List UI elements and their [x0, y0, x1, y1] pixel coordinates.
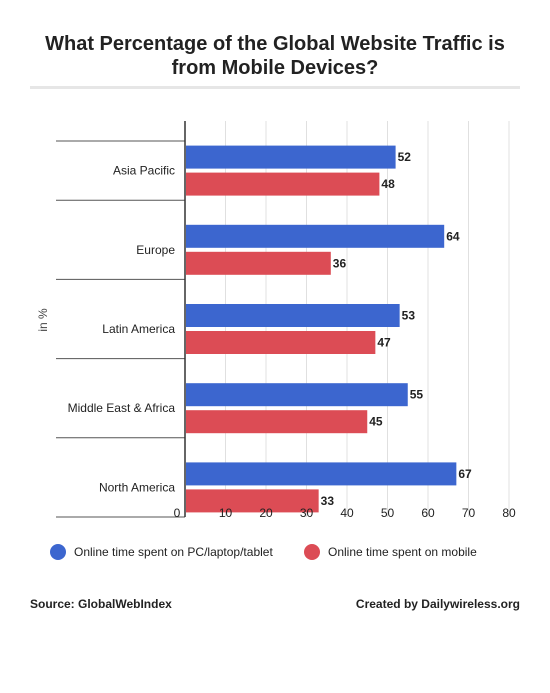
category-label: Latin America — [102, 322, 175, 336]
data-label: 53 — [402, 309, 416, 323]
x-tick-label: 0 — [174, 506, 181, 520]
bar-mobile — [186, 489, 319, 513]
data-label: 52 — [398, 150, 412, 164]
bar-mobile — [186, 331, 376, 354]
bar-mobile — [186, 410, 368, 434]
y-axis-label: in % — [36, 308, 50, 332]
data-label: 33 — [321, 494, 335, 508]
legend-label-mobile: Online time spent on mobile — [328, 545, 477, 559]
footer-source: Source: GlobalWebIndex — [30, 597, 172, 611]
bar-pc — [186, 383, 408, 407]
x-tick-label: 30 — [300, 506, 314, 520]
category-label: North America — [99, 480, 175, 494]
legend-label-pc: Online time spent on PC/laptop/tablet — [74, 545, 273, 559]
footer-credit: Created by Dailywireless.org — [356, 597, 520, 611]
data-label: 45 — [369, 415, 383, 429]
bar-mobile — [186, 172, 380, 196]
legend-marker-pc — [50, 544, 66, 560]
category-label: Middle East & Africa — [68, 401, 176, 415]
data-label: 67 — [458, 467, 472, 481]
chart-title-line-1: What Percentage of the Global Website Tr… — [45, 33, 505, 55]
x-axis-ticks: 0 10 20 30 40 50 60 70 80 — [174, 506, 516, 520]
data-label: 47 — [377, 336, 391, 350]
category-label: Europe — [136, 243, 175, 257]
x-tick-label: 60 — [421, 506, 435, 520]
bar-pc — [186, 224, 445, 248]
x-tick-label: 50 — [381, 506, 395, 520]
data-label: 64 — [446, 229, 460, 243]
x-tick-label: 10 — [219, 506, 233, 520]
x-tick-label: 40 — [340, 506, 354, 520]
bar-mobile — [186, 251, 331, 275]
legend-marker-mobile — [304, 544, 320, 560]
legend: Online time spent on PC/laptop/tablet Onl… — [50, 544, 477, 560]
data-label: 55 — [410, 388, 424, 402]
title-divider — [30, 86, 520, 89]
data-label: 36 — [333, 256, 347, 270]
x-tick-label: 70 — [462, 506, 476, 520]
data-label: 48 — [381, 177, 395, 191]
category-label: Asia Pacific — [113, 164, 175, 178]
x-tick-label: 20 — [259, 506, 273, 520]
bar-pc — [186, 462, 457, 486]
bar-pc — [186, 304, 400, 327]
bar-pc — [186, 145, 396, 169]
category-axis: Asia Pacific Europe Latin America Middle Ea… — [68, 164, 176, 495]
x-tick-label: 80 — [502, 506, 516, 520]
chart-title-line-2: from Mobile Devices? — [172, 57, 379, 79]
